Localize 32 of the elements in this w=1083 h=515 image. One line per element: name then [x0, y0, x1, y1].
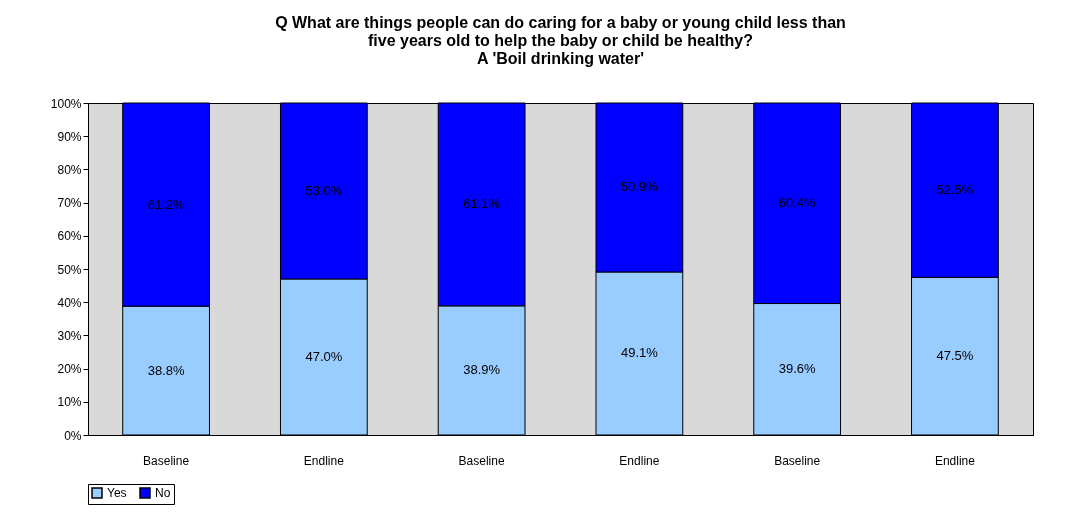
y-tick-label: 60% [57, 229, 82, 244]
text: 38.9% [463, 362, 501, 378]
text: 47.5% [936, 348, 974, 364]
x-tick-label: Baseline [143, 453, 190, 468]
x-tick-label: Endline [619, 453, 660, 468]
text: 47.0% [305, 348, 343, 364]
x-tick-label: Baseline [458, 453, 505, 468]
text: 53.0% [305, 182, 343, 198]
text: 52.5% [936, 182, 974, 198]
y-tick-label: 90% [57, 129, 82, 144]
text: 60.4% [778, 195, 816, 211]
text: 50.9% [620, 179, 658, 195]
text: 61.1% [463, 196, 501, 212]
y-tick-label: 0% [64, 428, 82, 443]
chart-title: Q What are things people can do caring for a baby or young child less than five years old to help the baby or child be healthy? A 'Boil drinking water' [275, 14, 846, 67]
y-tick-label: 30% [57, 328, 82, 343]
text: 49.1% [620, 345, 658, 361]
x-tick-label: Endline [303, 453, 345, 468]
x-tick-label: Endline [934, 453, 976, 468]
x-tick-label: Baseline [774, 453, 821, 468]
text: 61.2% [147, 196, 185, 212]
y-tick-label: 50% [57, 262, 82, 277]
y-tick-label: 10% [57, 395, 82, 410]
y-tick-label: 80% [57, 162, 82, 177]
y-tick-label: 40% [57, 295, 82, 310]
y-tick-label: 100% [50, 96, 82, 111]
legend-label: No [155, 486, 171, 500]
text: 38.8% [147, 362, 185, 378]
y-tick-label: 70% [57, 196, 82, 211]
legend-label: Yes [107, 486, 127, 500]
y-tick-label: 20% [57, 362, 82, 377]
text: 39.6% [778, 361, 816, 377]
